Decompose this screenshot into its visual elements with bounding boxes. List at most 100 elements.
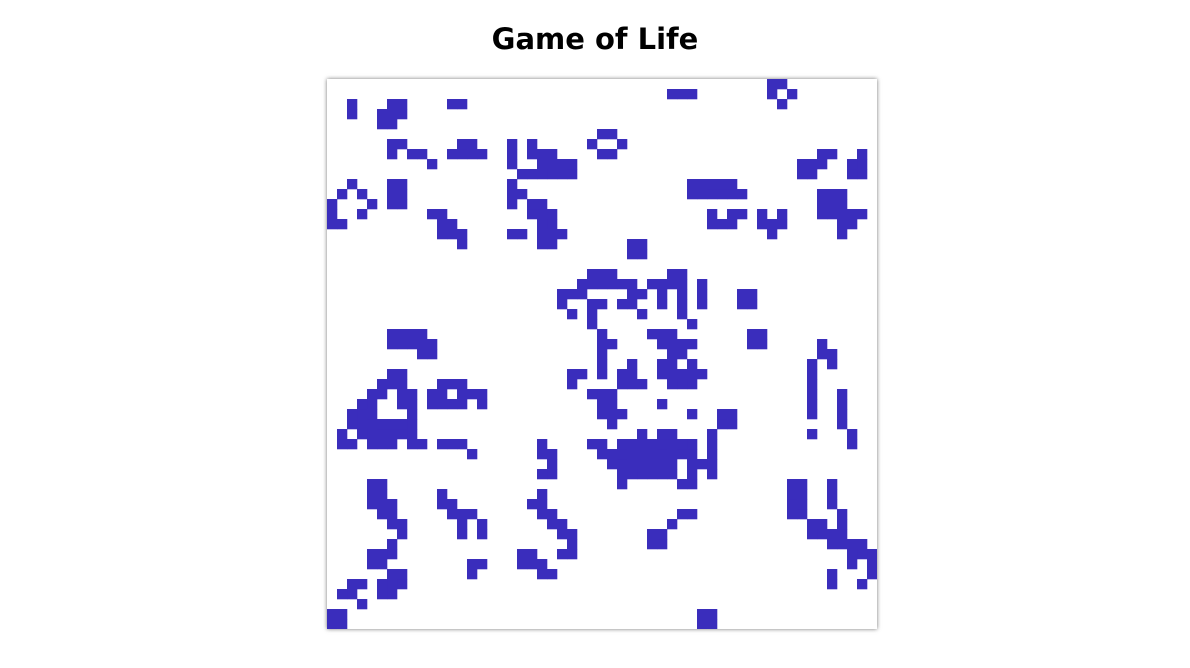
live-cell[interactable]: [677, 289, 688, 300]
live-cell[interactable]: [447, 229, 458, 240]
live-cell[interactable]: [687, 439, 698, 450]
live-cell[interactable]: [697, 289, 708, 300]
live-cell[interactable]: [517, 559, 528, 570]
live-cell[interactable]: [397, 329, 408, 340]
live-cell[interactable]: [847, 439, 858, 450]
live-cell[interactable]: [767, 89, 778, 100]
live-cell[interactable]: [627, 369, 638, 380]
live-cell[interactable]: [437, 229, 448, 240]
live-cell[interactable]: [627, 379, 638, 390]
live-cell[interactable]: [667, 269, 678, 280]
live-cell[interactable]: [687, 359, 698, 370]
live-cell[interactable]: [677, 479, 688, 490]
live-cell[interactable]: [587, 309, 598, 320]
live-cell[interactable]: [607, 279, 618, 290]
live-cell[interactable]: [597, 389, 608, 400]
live-cell[interactable]: [367, 399, 378, 410]
live-cell[interactable]: [687, 449, 698, 460]
live-cell[interactable]: [787, 509, 798, 520]
live-cell[interactable]: [827, 489, 838, 500]
live-cell[interactable]: [607, 339, 618, 350]
live-cell[interactable]: [847, 209, 858, 220]
live-cell[interactable]: [597, 359, 608, 370]
live-cell[interactable]: [397, 179, 408, 190]
live-cell[interactable]: [377, 429, 388, 440]
live-cell[interactable]: [607, 269, 618, 280]
live-cell[interactable]: [567, 309, 578, 320]
live-cell[interactable]: [557, 159, 568, 170]
live-cell[interactable]: [677, 339, 688, 350]
live-cell[interactable]: [557, 549, 568, 560]
live-cell[interactable]: [657, 289, 668, 300]
live-cell[interactable]: [447, 99, 458, 110]
live-cell[interactable]: [367, 559, 378, 570]
live-cell[interactable]: [607, 419, 618, 430]
live-cell[interactable]: [367, 479, 378, 490]
live-cell[interactable]: [697, 189, 708, 200]
live-cell[interactable]: [657, 369, 668, 380]
live-cell[interactable]: [627, 289, 638, 300]
live-cell[interactable]: [357, 399, 368, 410]
live-cell[interactable]: [437, 499, 448, 510]
live-cell[interactable]: [557, 229, 568, 240]
live-cell[interactable]: [817, 519, 828, 530]
live-cell[interactable]: [467, 389, 478, 400]
live-cell[interactable]: [437, 219, 448, 230]
live-cell[interactable]: [367, 549, 378, 560]
live-cell[interactable]: [837, 189, 848, 200]
live-cell[interactable]: [837, 539, 848, 550]
live-cell[interactable]: [527, 549, 538, 560]
live-cell[interactable]: [577, 279, 588, 290]
live-cell[interactable]: [677, 439, 688, 450]
live-cell[interactable]: [397, 99, 408, 110]
live-cell[interactable]: [657, 529, 668, 540]
live-cell[interactable]: [387, 579, 398, 590]
live-cell[interactable]: [477, 519, 488, 530]
live-cell[interactable]: [707, 219, 718, 230]
live-cell[interactable]: [807, 409, 818, 420]
live-cell[interactable]: [537, 169, 548, 180]
live-cell[interactable]: [387, 499, 398, 510]
live-cell[interactable]: [477, 529, 488, 540]
live-cell[interactable]: [547, 209, 558, 220]
live-cell[interactable]: [627, 359, 638, 370]
live-cell[interactable]: [337, 189, 348, 200]
live-cell[interactable]: [807, 169, 818, 180]
live-cell[interactable]: [507, 199, 518, 210]
live-cell[interactable]: [667, 459, 678, 470]
live-cell[interactable]: [617, 469, 628, 480]
live-cell[interactable]: [427, 209, 438, 220]
live-cell[interactable]: [567, 549, 578, 560]
live-cell[interactable]: [447, 499, 458, 510]
live-cell[interactable]: [667, 339, 678, 350]
live-cell[interactable]: [597, 269, 608, 280]
live-cell[interactable]: [387, 179, 398, 190]
live-cell[interactable]: [607, 449, 618, 460]
live-cell[interactable]: [817, 339, 828, 350]
live-cell[interactable]: [527, 149, 538, 160]
live-cell[interactable]: [457, 519, 468, 530]
live-cell[interactable]: [787, 479, 798, 490]
live-cell[interactable]: [517, 169, 528, 180]
live-cell[interactable]: [807, 359, 818, 370]
live-cell[interactable]: [547, 169, 558, 180]
live-cell[interactable]: [707, 429, 718, 440]
live-cell[interactable]: [607, 129, 618, 140]
live-cell[interactable]: [447, 149, 458, 160]
live-cell[interactable]: [827, 569, 838, 580]
live-cell[interactable]: [867, 549, 877, 560]
live-cell[interactable]: [617, 299, 628, 310]
live-cell[interactable]: [387, 419, 398, 430]
live-cell[interactable]: [707, 449, 718, 460]
live-cell[interactable]: [627, 469, 638, 480]
live-cell[interactable]: [387, 99, 398, 110]
live-cell[interactable]: [567, 539, 578, 550]
live-cell[interactable]: [377, 499, 388, 510]
live-cell[interactable]: [797, 489, 808, 500]
live-cell[interactable]: [837, 529, 848, 540]
live-cell[interactable]: [517, 229, 528, 240]
live-cell[interactable]: [547, 219, 558, 230]
live-cell[interactable]: [337, 439, 348, 450]
live-cell[interactable]: [847, 549, 858, 560]
live-cell[interactable]: [677, 309, 688, 320]
